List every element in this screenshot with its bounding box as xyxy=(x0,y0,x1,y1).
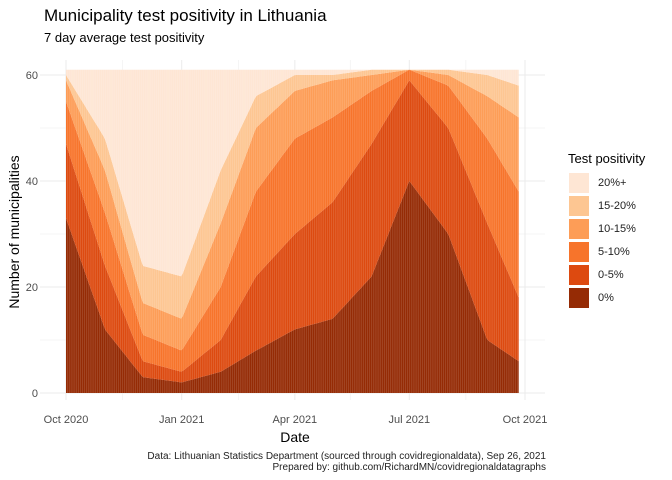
y-tick-label: 20 xyxy=(26,282,38,294)
chart-subtitle: 7 day average test positivity xyxy=(44,30,205,45)
x-tick-label: Apr 2021 xyxy=(273,414,318,426)
y-axis-label: Number of municipalities xyxy=(6,155,22,308)
area-5-10pct xyxy=(66,69,519,372)
area-0-5pct xyxy=(66,80,519,383)
caption-credit: Prepared by: github.com/RichardMN/covidr… xyxy=(272,462,546,473)
legend-item-20plus: 20%+ xyxy=(568,172,626,194)
y-tick-label: 0 xyxy=(32,388,38,400)
legend-swatch xyxy=(568,195,590,217)
area-20pctplus xyxy=(66,69,519,277)
legend-item-0: 0% xyxy=(568,287,614,309)
x-tick-label: Jan 2021 xyxy=(159,414,204,426)
chart-title: Municipality test positivity in Lithuani… xyxy=(44,6,327,25)
legend-label: 0% xyxy=(598,292,614,304)
legend-label: 15-20% xyxy=(598,200,636,212)
y-tick-label: 40 xyxy=(26,176,38,188)
axis-ticks: Oct 2020 Jan 2021 Apr 2021 Jul 2021 Oct 2021… xyxy=(26,70,548,426)
legend-item-0-5: 0-5% xyxy=(568,264,624,286)
area-10-15pct xyxy=(66,69,519,351)
x-axis-label: Date xyxy=(280,429,310,445)
legend-swatch xyxy=(568,264,590,286)
legend-swatch xyxy=(568,218,590,240)
legend-label: 10-15% xyxy=(598,223,636,235)
x-tick-label: Oct 2020 xyxy=(44,414,89,426)
legend-label: 5-10% xyxy=(598,246,630,258)
legend-label: 20%+ xyxy=(598,177,627,189)
legend-item-15-20: 15-20% xyxy=(568,195,636,217)
legend-swatch xyxy=(568,287,590,309)
legend-title: Test positivity xyxy=(568,151,646,166)
legend-swatch xyxy=(568,241,590,263)
chart-areas xyxy=(66,69,519,393)
x-tick-label: Oct 2021 xyxy=(503,414,548,426)
caption-source: Data: Lithuanian Statistics Department (… xyxy=(147,451,546,462)
y-tick-label: 60 xyxy=(26,70,38,82)
x-tick-label: Jul 2021 xyxy=(389,414,431,426)
legend-item-10-15: 10-15% xyxy=(568,218,636,240)
legend-swatch xyxy=(568,172,590,194)
legend-label: 0-5% xyxy=(598,269,624,281)
area-0pct xyxy=(66,181,519,393)
legend-item-5-10: 5-10% xyxy=(568,241,630,263)
daily-bar-texture xyxy=(67,69,518,393)
